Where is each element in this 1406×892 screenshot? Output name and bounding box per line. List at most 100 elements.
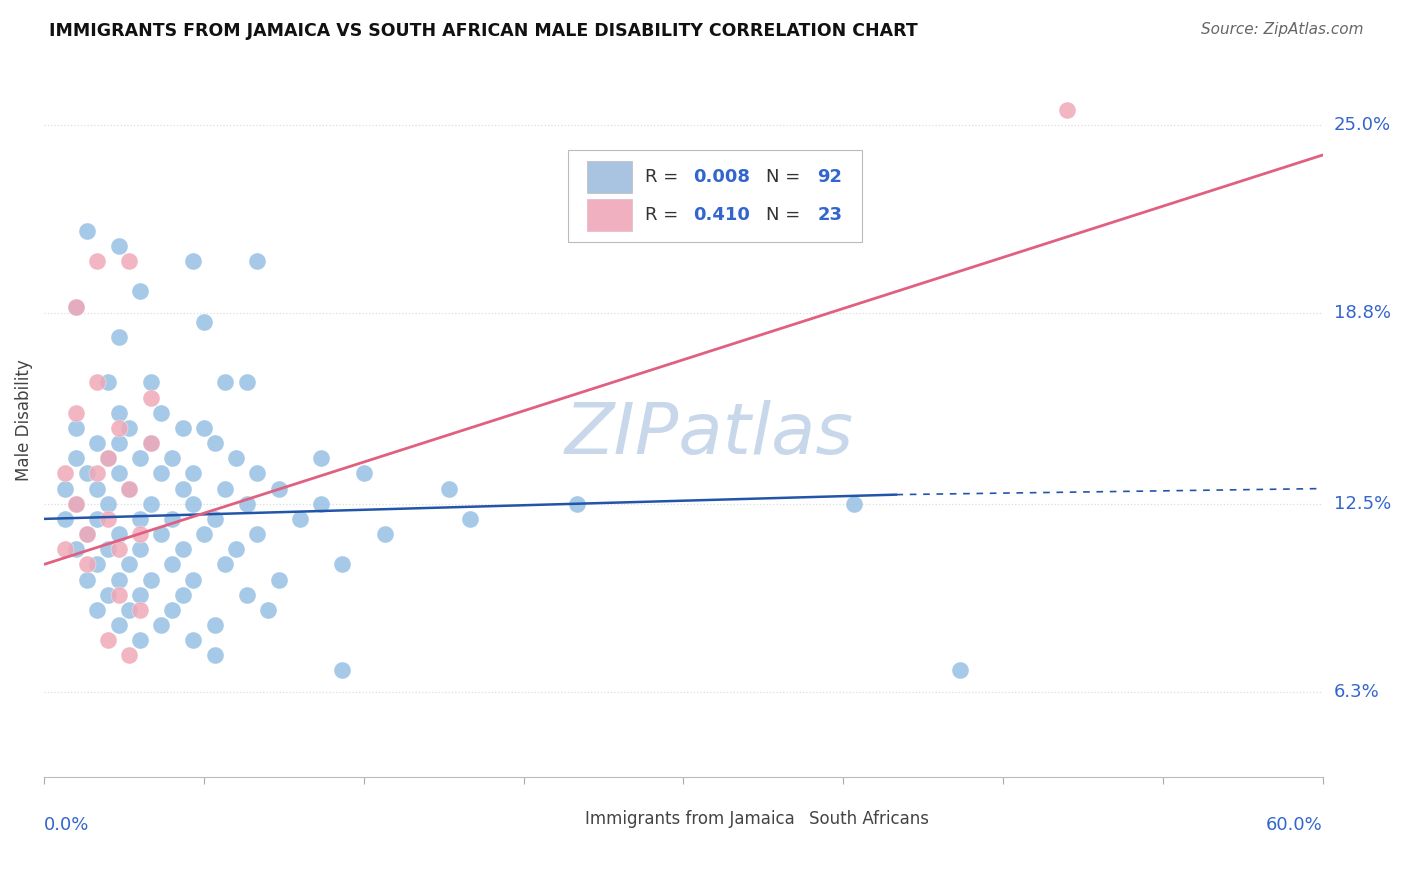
- Point: [1056, 103, 1078, 117]
- Point: [86, 512, 108, 526]
- Text: 92: 92: [818, 168, 842, 186]
- Bar: [536, 807, 575, 832]
- Point: [437, 482, 460, 496]
- Point: [332, 558, 354, 572]
- Point: [86, 482, 108, 496]
- Point: [246, 254, 269, 268]
- Point: [214, 376, 236, 390]
- Point: [55, 542, 77, 557]
- Point: [139, 391, 162, 405]
- Point: [172, 482, 194, 496]
- Point: [160, 512, 183, 526]
- Point: [181, 467, 204, 481]
- Text: 23: 23: [818, 206, 842, 224]
- Text: N =: N =: [766, 168, 807, 186]
- Point: [150, 467, 173, 481]
- Point: [76, 558, 98, 572]
- Point: [97, 451, 120, 466]
- Text: 12.5%: 12.5%: [1334, 495, 1391, 513]
- Point: [374, 527, 396, 541]
- Text: ZIPatlas: ZIPatlas: [564, 401, 853, 469]
- Point: [107, 618, 129, 632]
- Point: [76, 527, 98, 541]
- Point: [129, 527, 152, 541]
- Point: [107, 239, 129, 253]
- Point: [172, 421, 194, 435]
- Point: [86, 376, 108, 390]
- Point: [65, 542, 87, 557]
- Point: [172, 588, 194, 602]
- Point: [150, 406, 173, 420]
- Text: Source: ZipAtlas.com: Source: ZipAtlas.com: [1201, 22, 1364, 37]
- Point: [55, 482, 77, 496]
- Point: [107, 330, 129, 344]
- Point: [181, 254, 204, 268]
- Point: [118, 558, 141, 572]
- Point: [86, 436, 108, 450]
- Point: [129, 512, 152, 526]
- Point: [65, 497, 87, 511]
- Point: [204, 648, 226, 663]
- Point: [150, 527, 173, 541]
- Point: [86, 467, 108, 481]
- Text: South Africans: South Africans: [808, 810, 929, 829]
- Point: [65, 406, 87, 420]
- Point: [65, 497, 87, 511]
- Point: [65, 451, 87, 466]
- Point: [76, 573, 98, 587]
- Point: [949, 664, 972, 678]
- Point: [86, 254, 108, 268]
- Point: [332, 664, 354, 678]
- Point: [181, 633, 204, 648]
- Point: [107, 406, 129, 420]
- Point: [118, 254, 141, 268]
- Point: [288, 512, 311, 526]
- Point: [139, 376, 162, 390]
- Text: 60.0%: 60.0%: [1265, 816, 1323, 834]
- Text: 6.3%: 6.3%: [1334, 682, 1379, 701]
- Point: [204, 618, 226, 632]
- Point: [129, 451, 152, 466]
- Point: [76, 467, 98, 481]
- Point: [193, 421, 215, 435]
- Bar: [588, 199, 633, 231]
- Point: [97, 633, 120, 648]
- Point: [214, 482, 236, 496]
- Point: [246, 467, 269, 481]
- Point: [97, 451, 120, 466]
- Point: [193, 315, 215, 329]
- Point: [107, 542, 129, 557]
- Point: [97, 542, 120, 557]
- Text: 0.410: 0.410: [693, 206, 751, 224]
- Point: [160, 558, 183, 572]
- Point: [204, 512, 226, 526]
- Point: [86, 603, 108, 617]
- Point: [160, 451, 183, 466]
- Text: Immigrants from Jamaica: Immigrants from Jamaica: [585, 810, 794, 829]
- Point: [235, 588, 257, 602]
- Point: [107, 467, 129, 481]
- Point: [76, 527, 98, 541]
- Point: [97, 588, 120, 602]
- Point: [118, 482, 141, 496]
- Point: [118, 421, 141, 435]
- Point: [181, 573, 204, 587]
- Point: [129, 633, 152, 648]
- Point: [118, 603, 141, 617]
- Point: [225, 542, 247, 557]
- Point: [235, 497, 257, 511]
- Point: [214, 558, 236, 572]
- Point: [129, 542, 152, 557]
- Text: 0.008: 0.008: [693, 168, 751, 186]
- Point: [181, 497, 204, 511]
- Text: R =: R =: [645, 168, 685, 186]
- Point: [129, 588, 152, 602]
- Point: [107, 588, 129, 602]
- Point: [118, 482, 141, 496]
- Point: [160, 603, 183, 617]
- Point: [309, 497, 332, 511]
- Point: [139, 497, 162, 511]
- Point: [842, 497, 865, 511]
- Point: [97, 376, 120, 390]
- Point: [565, 497, 588, 511]
